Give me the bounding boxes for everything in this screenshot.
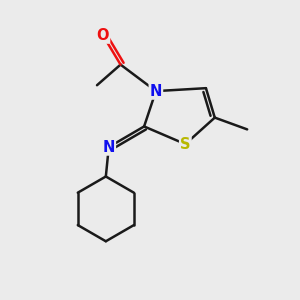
Text: N: N <box>103 140 115 154</box>
Text: N: N <box>150 84 162 99</box>
Text: S: S <box>180 136 190 152</box>
Text: O: O <box>97 28 109 43</box>
